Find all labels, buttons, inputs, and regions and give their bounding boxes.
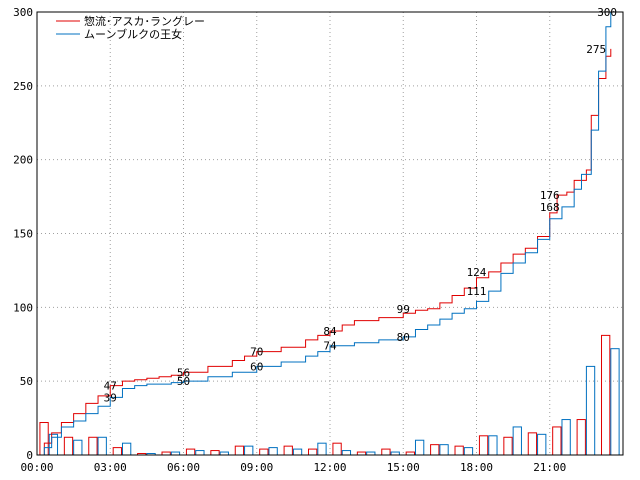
hourly-bar	[332, 442, 342, 456]
data-label: 50	[177, 375, 190, 388]
hourly-bar	[195, 450, 205, 456]
hourly-bar	[268, 447, 278, 456]
hourly-bar	[283, 445, 293, 456]
data-label: 275	[586, 43, 606, 56]
y-tick-label: 100	[13, 301, 33, 314]
hourly-bars	[39, 334, 620, 456]
hourly-bar	[185, 448, 196, 456]
data-label: 176	[540, 189, 560, 202]
hourly-bar	[503, 436, 513, 456]
x-tick-label: 21:00	[533, 461, 566, 474]
hourly-bar	[88, 436, 98, 456]
hourly-bar	[439, 444, 449, 456]
axes: 0 50 100 150 200 250 300 00:00 03:00 06:00 09:00 12…	[13, 6, 624, 474]
y-tick-label: 200	[13, 154, 33, 167]
data-label: 70	[250, 346, 263, 359]
data-label: 84	[323, 325, 337, 338]
x-tick-label: 00:00	[20, 461, 53, 474]
x-tick-label: 12:00	[313, 461, 346, 474]
x-tick-label: 06:00	[167, 461, 200, 474]
hourly-bar	[259, 448, 269, 456]
y-tick-label: 250	[13, 80, 33, 93]
plot-frame	[36, 11, 624, 456]
data-label: 39	[104, 391, 117, 404]
hourly-bar	[576, 419, 586, 456]
data-label: 47	[104, 380, 117, 393]
hourly-bar	[561, 419, 571, 456]
hourly-bar	[512, 426, 522, 456]
data-label: 111	[467, 285, 487, 298]
hourly-bar	[537, 433, 547, 456]
legend-label-series-1: 惣流･アスカ･ラングレー	[84, 14, 205, 28]
series-line	[37, 12, 612, 456]
legend: 惣流･アスカ･ラングレー ムーンブルクの王女	[56, 14, 205, 41]
hourly-bar	[463, 447, 474, 456]
hourly-bar	[112, 447, 122, 456]
hourly-bar	[210, 450, 220, 456]
hourly-bar	[234, 445, 245, 456]
series-line	[37, 48, 612, 456]
hourly-bar	[414, 439, 425, 456]
legend-label-series-2: ムーンブルクの王女	[84, 27, 182, 41]
hourly-bar	[97, 436, 107, 456]
x-tick-label: 03:00	[94, 461, 127, 474]
hourly-bar	[341, 450, 352, 456]
data-label: 124	[467, 266, 487, 279]
hourly-bar	[381, 448, 391, 456]
hourly-bar	[63, 436, 74, 456]
y-tick-label: 0	[26, 449, 33, 462]
data-label: 99	[397, 303, 410, 316]
hourly-bar	[121, 442, 132, 456]
hourly-bar	[601, 334, 611, 456]
x-tick-label: 09:00	[240, 461, 273, 474]
y-tick-label: 300	[13, 6, 33, 19]
hourly-bar	[527, 432, 538, 456]
data-label: 60	[250, 360, 263, 373]
hourly-bar	[308, 448, 318, 456]
hourly-bar	[292, 448, 303, 456]
hourly-bar	[73, 439, 83, 456]
y-tick-label: 150	[13, 228, 33, 241]
data-label: 56	[177, 366, 190, 379]
hourly-bar	[454, 445, 464, 456]
x-tick-label: 15:00	[387, 461, 420, 474]
hourly-bar	[488, 435, 498, 456]
y-tick-label: 50	[20, 375, 33, 388]
series-lines	[37, 12, 612, 456]
data-label: 74	[323, 340, 337, 353]
data-label: 80	[397, 331, 410, 344]
x-tick-label: 18:00	[460, 461, 493, 474]
hourly-bar	[478, 435, 489, 456]
data-label: 168	[540, 201, 560, 214]
hourly-bar	[244, 445, 254, 456]
hourly-bar	[552, 426, 562, 456]
hourly-bar	[430, 444, 440, 456]
hourly-bar	[585, 365, 596, 456]
hourly-bar	[610, 348, 620, 456]
hourly-bar	[317, 442, 327, 456]
